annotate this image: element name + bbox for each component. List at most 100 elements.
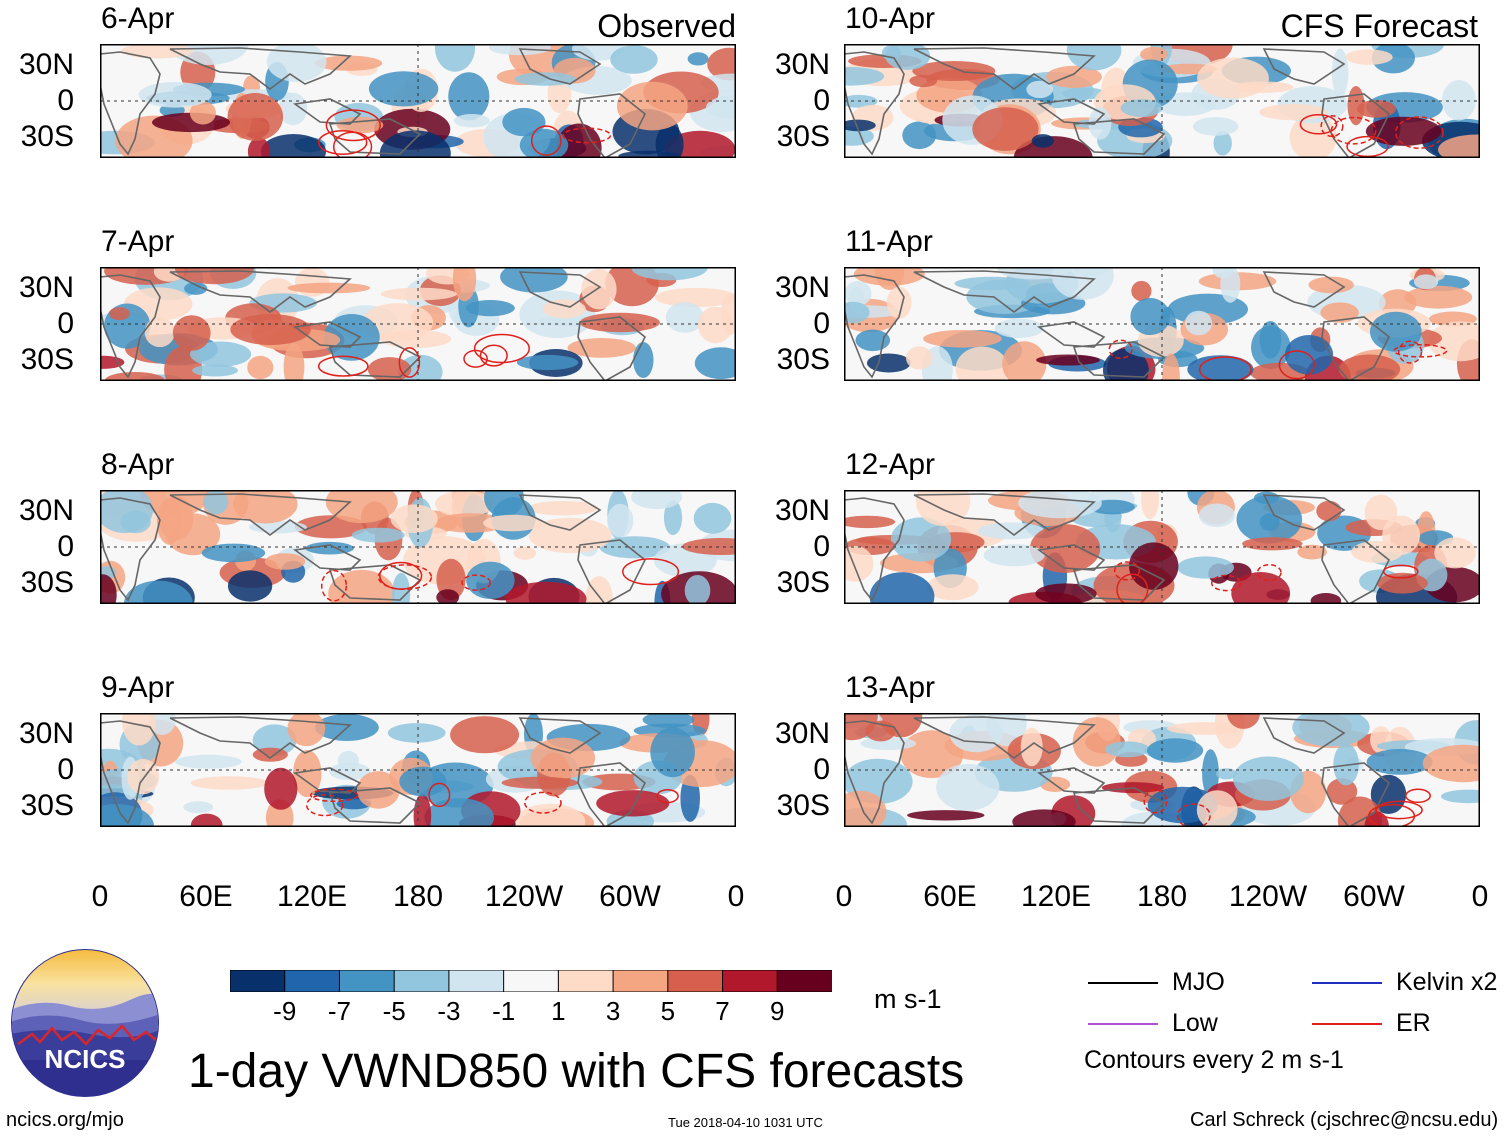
coastline [169, 270, 352, 313]
anomaly-region [1233, 756, 1304, 801]
anomaly-region [650, 727, 695, 778]
anomaly-region [399, 766, 447, 797]
colorbar-tick-label: -9 [273, 996, 297, 1026]
anomaly-region [1177, 556, 1234, 579]
er-contour [1382, 564, 1419, 579]
er-contour [1299, 114, 1338, 135]
anomaly-region [1072, 717, 1121, 767]
anomaly-region [579, 312, 660, 333]
coastline [843, 51, 905, 156]
anomaly-region [581, 269, 617, 310]
anomaly-region [465, 300, 515, 317]
contour-note: Contours every 2 m s-1 [1084, 1046, 1344, 1074]
anomaly-region [1216, 768, 1237, 780]
anomaly-region [1018, 487, 1102, 519]
coastline [577, 539, 647, 606]
anomaly-map-12-Apr [836, 477, 1484, 622]
coastline [577, 93, 647, 160]
anomaly-region [227, 93, 284, 141]
map-frame [844, 713, 1480, 827]
footer-timestamp: Tue 2018-04-10 1031 UTC [668, 1115, 823, 1130]
lon-tick-label: 60W [1343, 880, 1405, 913]
colorbar-tick-label: 7 [715, 996, 730, 1026]
er-contour [1278, 350, 1315, 380]
panel-date-label: 7-Apr [101, 225, 175, 258]
lat-tick-label: 0 [57, 753, 74, 786]
coastline [1036, 544, 1106, 571]
map-frame [100, 267, 736, 381]
anomaly-region [1434, 537, 1476, 569]
anomaly-region [866, 353, 911, 373]
footer-author: Carl Schreck (cjschrec@ncsu.edu) [1190, 1109, 1499, 1131]
anomaly-region [1141, 479, 1159, 520]
anomaly-region [266, 41, 327, 82]
coastline [518, 271, 602, 308]
anomaly-region [1289, 113, 1337, 161]
lat-tick-label: 0 [57, 530, 74, 563]
anomaly-region [450, 716, 520, 754]
anomaly-region [1167, 722, 1246, 735]
anomaly-region [203, 489, 229, 515]
anomaly-region [483, 514, 543, 532]
anomaly-region [907, 810, 985, 821]
anomaly-region [655, 124, 684, 165]
lat-tick-label: 30N [774, 271, 830, 304]
forecast-column-label: CFS Forecast [1280, 8, 1478, 44]
anomaly-region [1428, 321, 1494, 362]
anomaly-region [607, 503, 634, 538]
lat-tick-label: 30S [776, 789, 830, 822]
coastline [292, 767, 362, 794]
lat-tick-label: 30N [774, 48, 830, 81]
lat-tick-label: 0 [813, 84, 830, 117]
lat-tick-label: 0 [57, 307, 74, 340]
legend-label: ER [1396, 1009, 1431, 1037]
er-contour [1375, 800, 1423, 820]
coastline [1262, 48, 1346, 85]
ncics-logo: NCICS [10, 948, 160, 1098]
anomaly-region [230, 314, 311, 346]
er-contour [309, 788, 359, 803]
coastline [328, 341, 422, 378]
lat-tick-label: 0 [813, 530, 830, 563]
anomaly-region [1036, 354, 1100, 366]
anomaly-region [697, 306, 733, 344]
anomaly-region [516, 354, 579, 371]
footer-website[interactable]: ncics.org/mjo [6, 1109, 124, 1131]
coastline [1321, 316, 1391, 383]
coastline [1036, 767, 1106, 794]
anomaly-region [144, 317, 175, 348]
anomaly-region [994, 318, 1044, 338]
panel-date-label: 12-Apr [845, 448, 936, 481]
map-frame [844, 490, 1480, 604]
anomaly-region [1031, 134, 1054, 148]
anomaly-region [252, 724, 297, 756]
logo-text: NCICS [45, 1044, 126, 1074]
lon-tick-label: 0 [835, 880, 853, 913]
anomaly-region [1371, 42, 1415, 74]
anomaly-region [936, 763, 1000, 811]
anomaly-region [1297, 544, 1327, 560]
coastline [518, 494, 602, 531]
anomaly-region [278, 92, 308, 126]
coastline [913, 493, 1096, 536]
lon-tick-label: 180 [1136, 880, 1188, 913]
anomaly-region [596, 790, 670, 817]
er-contour [428, 782, 451, 808]
anomaly-region [247, 355, 274, 380]
anomaly-region [1213, 131, 1232, 156]
colorbar-tick-label: -1 [492, 996, 516, 1026]
er-contour [1176, 803, 1211, 829]
anomaly-region [1026, 80, 1053, 99]
er-contour [463, 349, 488, 368]
anomaly-region [1130, 297, 1170, 336]
anomaly-region [435, 490, 494, 518]
lat-tick-label: 30N [18, 717, 74, 750]
er-contour [305, 794, 344, 817]
coastline [99, 51, 161, 156]
anomaly-region [95, 486, 154, 533]
anomaly-region [610, 45, 658, 74]
colorbar-bin [722, 969, 779, 993]
er-contour [1394, 116, 1444, 149]
coastline [99, 274, 161, 379]
anomaly-region [1046, 65, 1102, 88]
